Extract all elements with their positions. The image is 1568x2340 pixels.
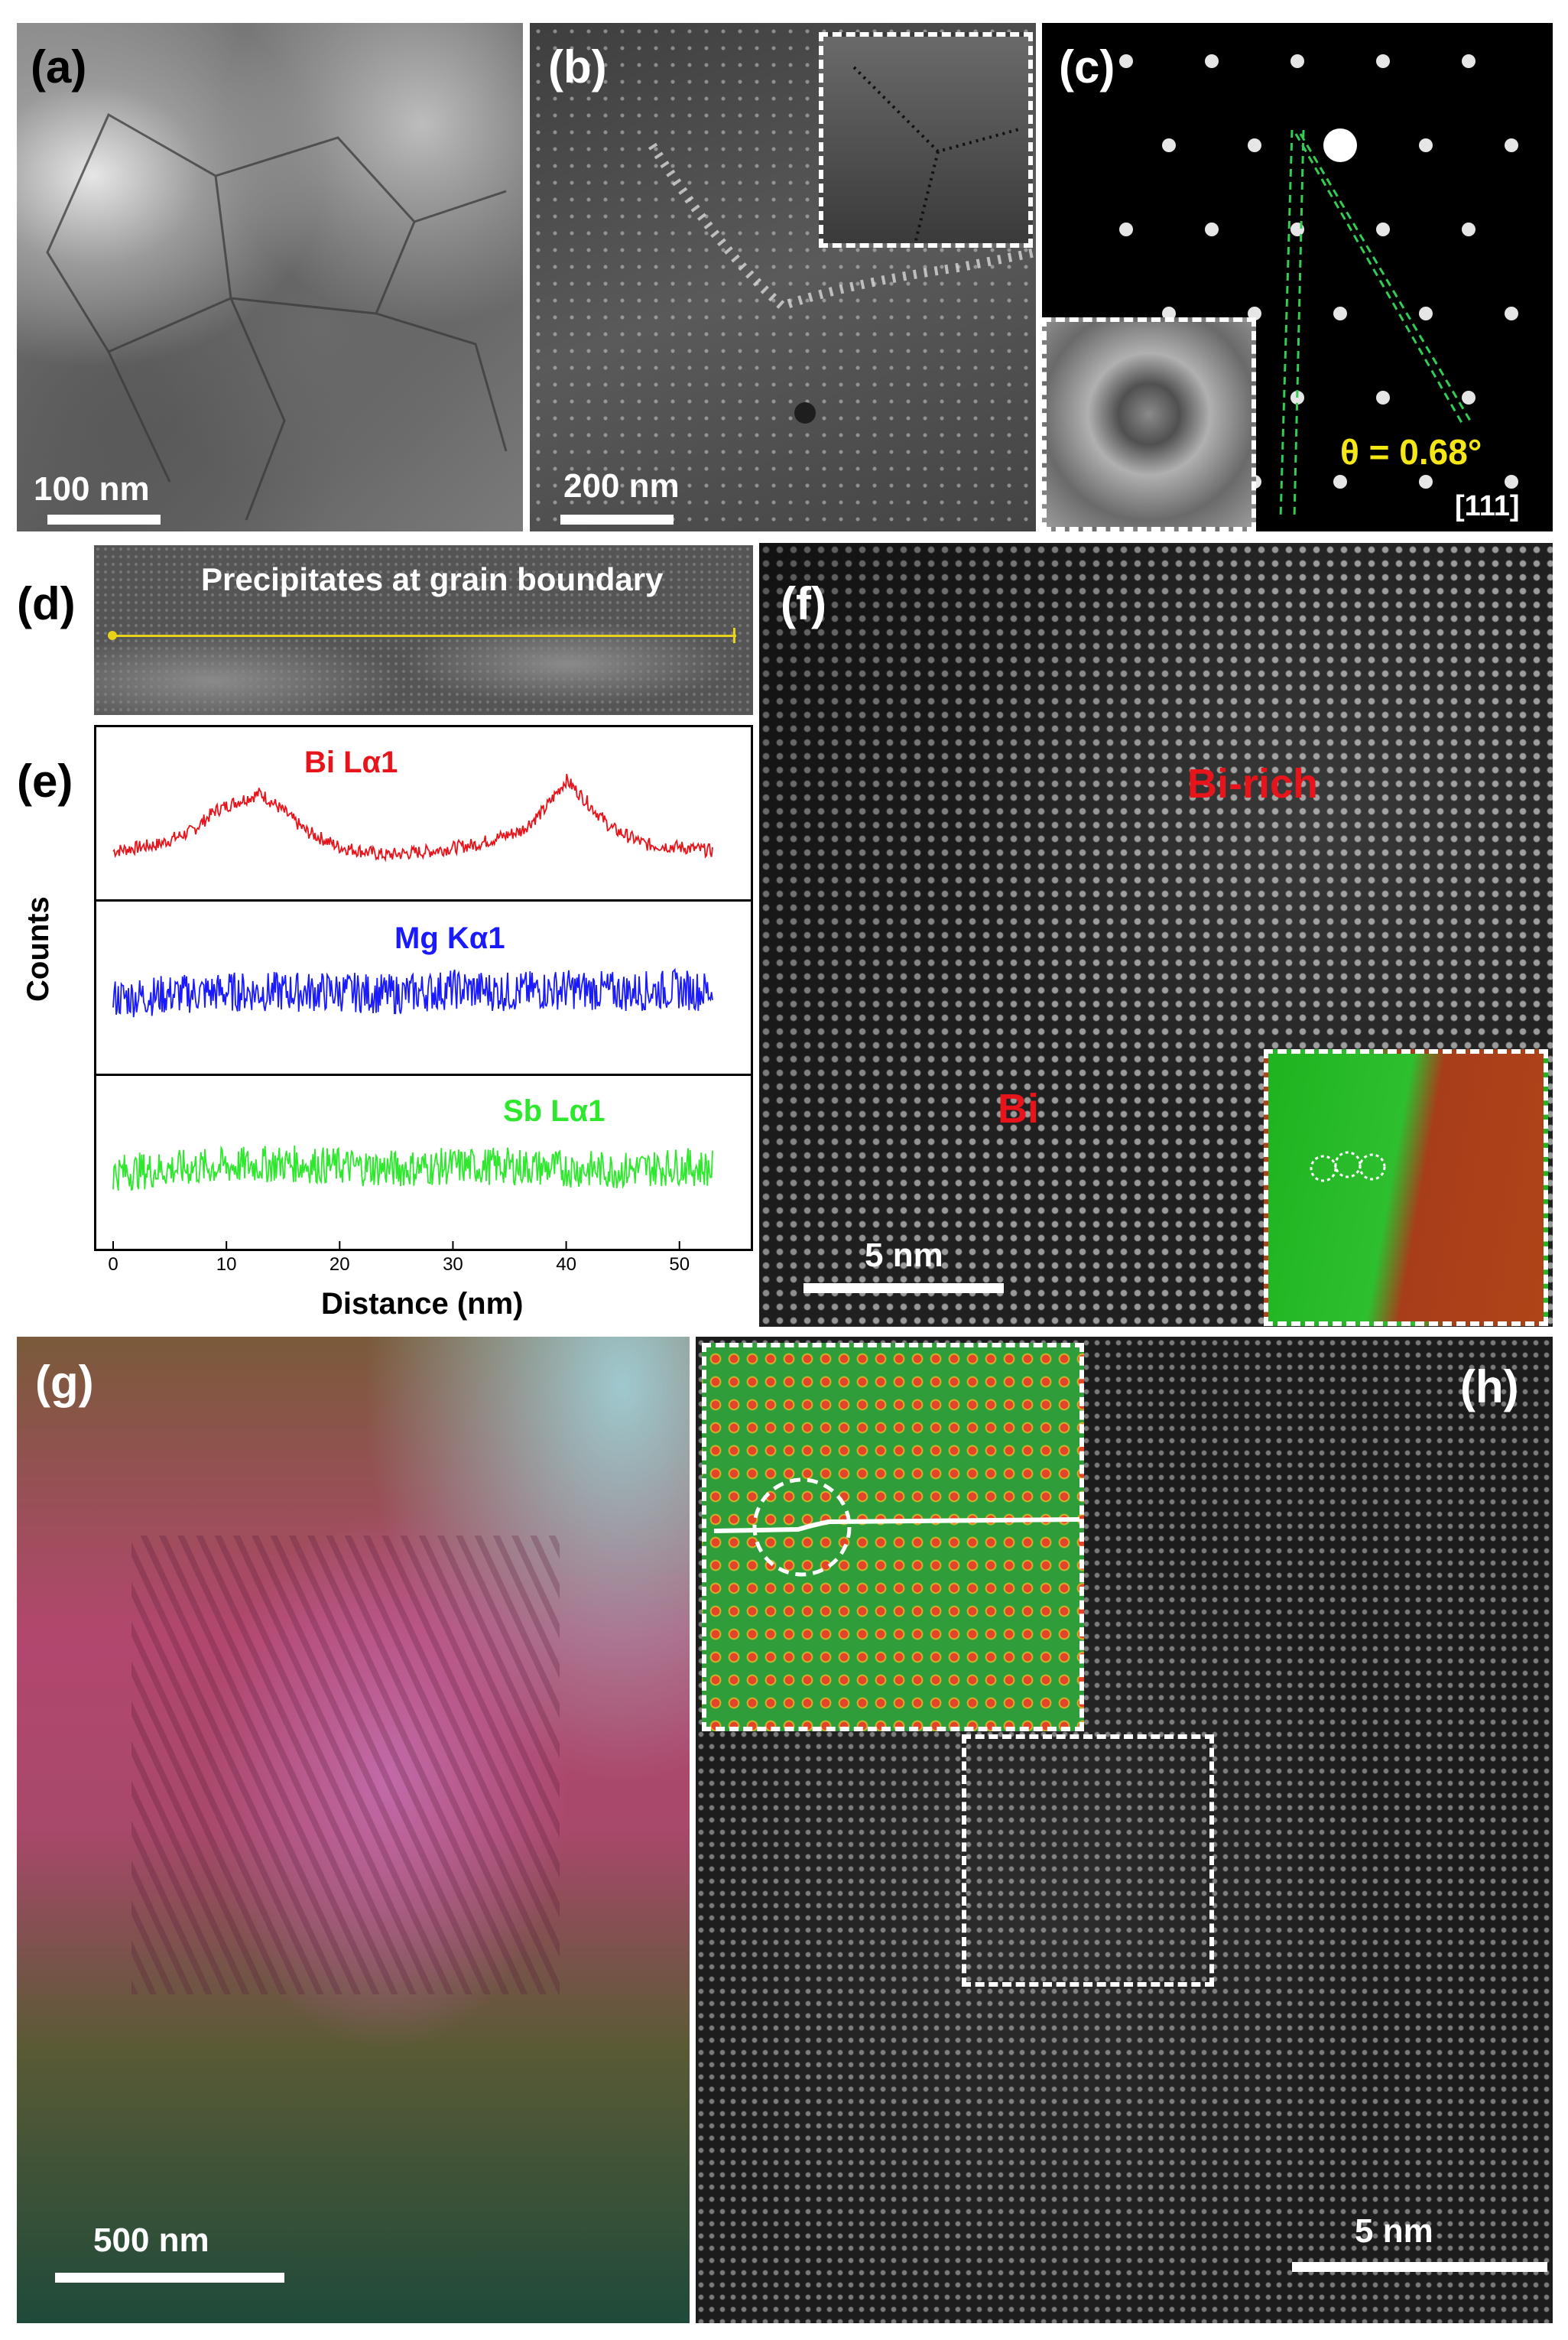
- diffraction-spot: [1290, 54, 1304, 68]
- diffraction-spot: [1462, 54, 1475, 68]
- x-tick-label: 20: [329, 1254, 350, 1275]
- x-tick-label: 50: [669, 1254, 690, 1275]
- bi-series-label: Bi Lα1: [304, 746, 398, 779]
- panel-d-label: (d): [17, 578, 76, 629]
- x-axis-label: Distance (nm): [321, 1287, 524, 1321]
- panel-f-label: (f): [781, 578, 826, 629]
- panel-f-scale-label: 5 nm: [865, 1237, 943, 1274]
- panel-b-inset: [819, 32, 1033, 248]
- diffraction-spot: [1419, 138, 1433, 152]
- line-profile-marker: [111, 635, 736, 637]
- line-profile-start: [108, 631, 117, 640]
- diffraction-spot: [1119, 54, 1133, 68]
- x-tick-label: 40: [556, 1254, 576, 1275]
- diffraction-spot: [1376, 54, 1390, 68]
- plot-bi: Bi Lα1: [94, 725, 753, 902]
- series-line-0: [112, 773, 713, 863]
- panel-h-scale-label: 5 nm: [1355, 2212, 1433, 2250]
- diffraction-spot: [1248, 307, 1261, 320]
- diffraction-spot: [1205, 223, 1219, 236]
- angle-construction: [1279, 129, 1472, 519]
- series-line-1: [112, 967, 713, 1018]
- sb-series-plot: [112, 1145, 713, 1249]
- diffraction-spot: [1505, 138, 1518, 152]
- mg-series-label: Mg Kα1: [394, 921, 505, 955]
- panel-f-phase-map-inset: [1264, 1049, 1548, 1326]
- panel-h-strain-map-inset: [702, 1343, 1084, 1731]
- panel-h-scale-bar: [1292, 2262, 1547, 2272]
- x-tick-label: 0: [108, 1254, 118, 1275]
- panel-c-inset: [1042, 317, 1256, 531]
- diffraction-spot: [1505, 307, 1518, 320]
- panel-d-precipitate-image: Precipitates at grain boundary: [94, 545, 753, 715]
- plot-mg: Mg Kα1: [94, 899, 753, 1077]
- diffraction-spot: [1505, 475, 1518, 489]
- x-axis-ticks: 0 10 20 30 40 50: [94, 1254, 753, 1285]
- bi-region-label: Bi: [998, 1086, 1039, 1132]
- panel-b-scale-bar: [560, 515, 674, 525]
- panel-d-title: Precipitates at grain boundary: [201, 561, 664, 597]
- diffraction-spot: [1119, 223, 1133, 236]
- panel-c-label: (c): [1059, 41, 1115, 93]
- diffraction-spot: [1290, 391, 1304, 405]
- precipitate-boundary: [648, 142, 1036, 424]
- diffraction-spot: [1376, 391, 1390, 405]
- panel-e-label: (e): [17, 756, 73, 807]
- mg-series-plot: [112, 967, 713, 1018]
- panel-c-diffraction-pattern: (c) θ = 0.68° [111]: [1042, 23, 1553, 531]
- panel-g-color-image: (g) 500 nm: [17, 1337, 690, 2323]
- diffraction-spot: [1333, 475, 1347, 489]
- diffraction-spot: [1323, 128, 1357, 162]
- x-tick-label: 10: [216, 1254, 237, 1275]
- panel-a-bright-field-image: (a) 100 nm: [17, 23, 523, 531]
- x-tick-label: 30: [443, 1254, 463, 1275]
- panel-g-label: (g): [35, 1357, 94, 1408]
- bi-rich-region-label: Bi-rich: [1187, 761, 1319, 807]
- line-profile-end: [733, 628, 735, 643]
- diffraction-spot: [1462, 391, 1475, 405]
- diffraction-spot: [1248, 138, 1261, 152]
- panel-g-scale-label: 500 nm: [93, 2221, 209, 2259]
- grain-boundaries: [46, 112, 508, 521]
- y-axis-label: Counts: [21, 896, 55, 1002]
- sb-series-label: Sb Lα1: [503, 1094, 605, 1128]
- panel-f-hrstem-image: Bi-rich Bi (f) 5 nm: [759, 543, 1553, 1327]
- diffraction-spot: [1162, 138, 1176, 152]
- plot-sb: Sb Lα1: [94, 1074, 753, 1251]
- panel-a-scale-bar: [47, 515, 161, 525]
- bi-series-plot: [112, 773, 713, 863]
- panel-f-scale-bar: [803, 1283, 1004, 1293]
- diffraction-spot: [1162, 307, 1176, 320]
- panel-h-hrstem-image: (h) 5 nm: [696, 1337, 1553, 2323]
- diffraction-spot: [1419, 307, 1433, 320]
- panel-c-angle-label: θ = 0.68°: [1340, 432, 1482, 472]
- diffraction-spot: [1333, 307, 1347, 320]
- series-line-2: [112, 1145, 713, 1191]
- inset-interface-circles: [1310, 1151, 1386, 1182]
- panel-h-label: (h): [1460, 1361, 1519, 1412]
- diffraction-spot: [1376, 223, 1390, 236]
- diffraction-spot: [1462, 223, 1475, 236]
- panel-g-striations: [131, 1536, 560, 1994]
- diffraction-spot: [1419, 475, 1433, 489]
- panel-b-label: (b): [548, 41, 607, 93]
- panel-g-scale-bar: [55, 2273, 284, 2283]
- panel-b-dark-field-image: (b) 200 nm: [530, 23, 1036, 531]
- panel-c-zone-axis: [111]: [1455, 490, 1520, 522]
- diffraction-spot: [1205, 54, 1219, 68]
- inset-grain-junction: [852, 66, 1023, 243]
- panel-b-scale-label: 200 nm: [563, 467, 680, 505]
- inset-dislocation-marker: [713, 1477, 1079, 1577]
- panel-h-roi-box: [962, 1734, 1214, 1987]
- panel-a-label: (a): [31, 41, 87, 93]
- panel-a-scale-label: 100 nm: [34, 470, 150, 508]
